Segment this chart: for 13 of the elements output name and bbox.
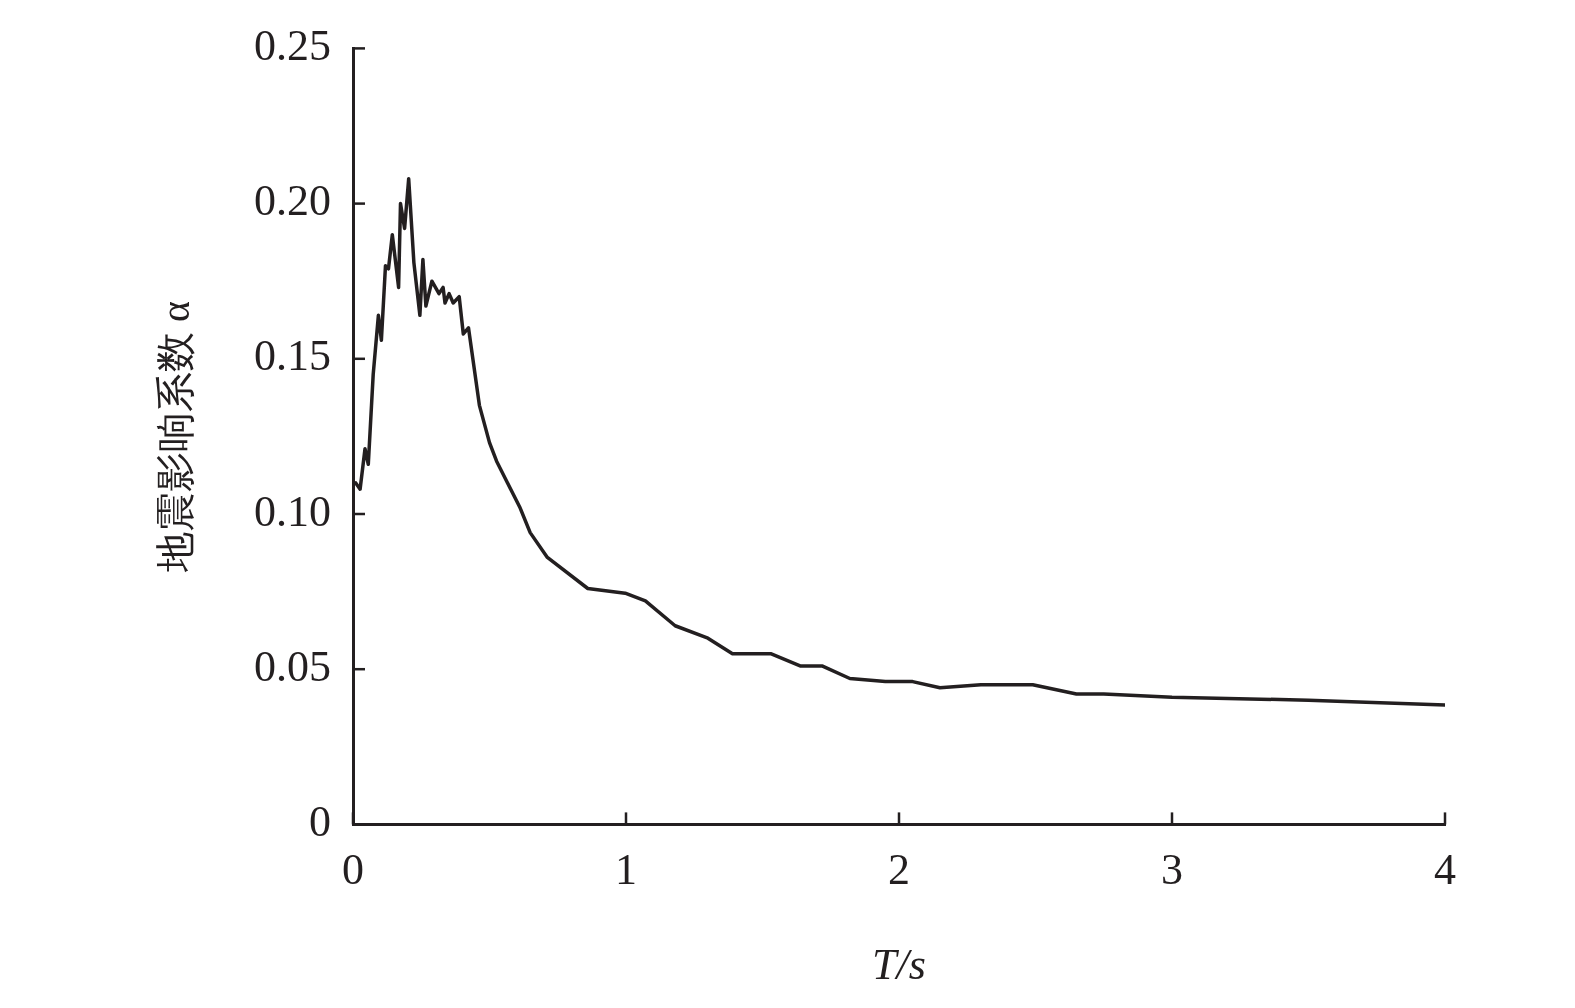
x-tick-label: 3	[1161, 845, 1183, 895]
y-tick-label: 0	[309, 796, 331, 846]
y-tick-label: 0.10	[254, 486, 331, 536]
y-tick-label: 0.15	[254, 331, 331, 381]
y-tick-label: 0.05	[254, 641, 331, 691]
y-tick-label: 0.25	[254, 20, 331, 70]
x-axis-title: T/s	[872, 940, 926, 990]
y-tick-label: 0.20	[254, 176, 331, 226]
x-tick-label: 1	[615, 845, 637, 895]
x-tick-label: 0	[342, 845, 364, 895]
y-axis-title: 地震影响系数 α	[152, 300, 198, 573]
x-tick-label: 4	[1434, 845, 1456, 895]
x-tick-label: 2	[888, 845, 910, 895]
